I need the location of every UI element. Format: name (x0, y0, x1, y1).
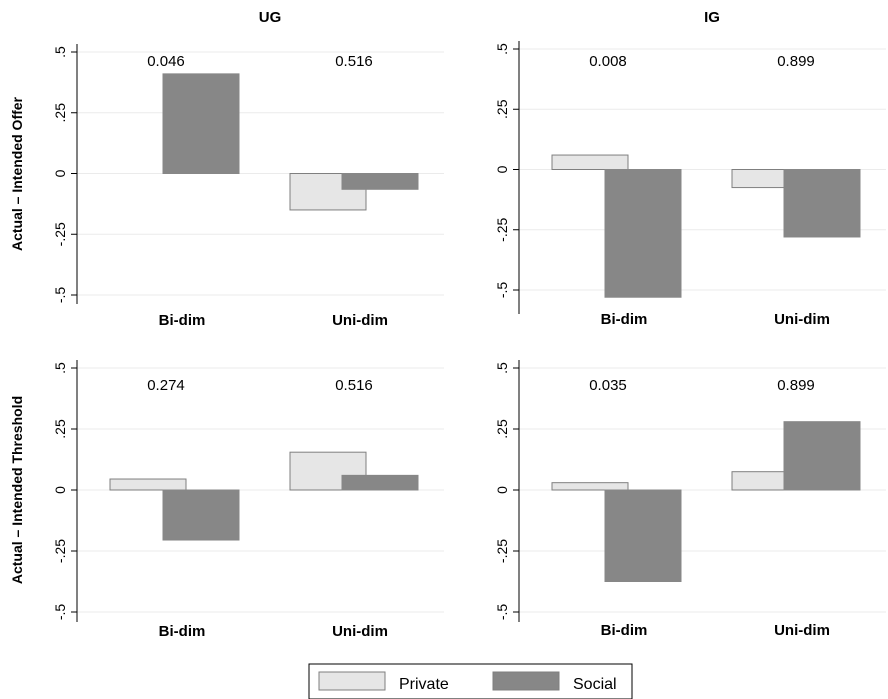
y-tick-label: .5 (52, 46, 68, 58)
y-tick-label: .25 (494, 419, 510, 439)
category-label: Uni-dim (332, 623, 388, 640)
p-value-label: 0.274 (147, 377, 185, 394)
row-label-offer: Actual – Intended Offer (9, 96, 25, 251)
p-value-label: 0.899 (777, 53, 815, 70)
y-tick-label: .25 (52, 419, 68, 439)
category-label: Bi-dim (601, 622, 648, 639)
y-tick-label: -.5 (494, 604, 510, 621)
bar-social (162, 73, 240, 174)
y-tick-label: .5 (494, 362, 510, 374)
category-label: Bi-dim (159, 312, 206, 329)
bar-private (551, 154, 629, 170)
p-value-label: 0.035 (589, 377, 627, 394)
p-value-label: 0.516 (335, 377, 373, 394)
y-tick-label: -.25 (494, 539, 510, 563)
bar-social (162, 489, 240, 541)
y-tick-label: -.25 (494, 217, 510, 241)
y-tick-label: 0 (52, 486, 68, 494)
bar-social (604, 169, 682, 298)
bar-social (604, 489, 682, 582)
legend-label-private: Private (399, 676, 449, 693)
bar-private (551, 482, 629, 491)
y-tick-label: .25 (494, 99, 510, 119)
y-tick-label: 0 (52, 169, 68, 177)
y-tick-label: .5 (494, 43, 510, 55)
bar-social (783, 421, 861, 491)
y-tick-label: 0 (494, 165, 510, 173)
y-tick-label: 0 (494, 486, 510, 494)
y-tick-label: -.5 (52, 287, 68, 304)
category-label: Uni-dim (774, 311, 830, 328)
y-tick-label: -.25 (52, 222, 68, 246)
panel-3: -.5 -.25 0 .25 .5 Bi-dim 0.035 Uni-dim 0.899 (494, 360, 886, 639)
y-tick-label: -.5 (494, 282, 510, 299)
panel-2: -.5 -.25 0 .25 .5 Bi-dim 0.274 Uni-dim 0.516 (52, 360, 444, 640)
col-title-ug: UG (259, 9, 282, 26)
y-tick-label: .25 (52, 103, 68, 123)
bar-social (341, 474, 419, 491)
legend-swatch-social (492, 671, 560, 691)
y-tick-label: .5 (52, 362, 68, 374)
bar-private (109, 478, 187, 491)
row-label-threshold: Actual – Intended Threshold (9, 396, 25, 584)
category-label: Bi-dim (159, 623, 206, 640)
p-value-label: 0.046 (147, 53, 185, 70)
category-label: Bi-dim (601, 311, 648, 328)
p-value-label: 0.899 (777, 377, 815, 394)
panel-1: -.5 -.25 0 .25 .5 Bi-dim 0.008 Uni-dim 0.899 (494, 41, 886, 328)
p-value-label: 0.008 (589, 53, 627, 70)
category-label: Uni-dim (332, 312, 388, 329)
legend: Private Social (308, 663, 633, 699)
legend-label-social: Social (573, 676, 617, 693)
category-label: Uni-dim (774, 622, 830, 639)
col-title-ig: IG (704, 9, 720, 26)
p-value-label: 0.516 (335, 53, 373, 70)
bar-social (341, 173, 419, 190)
y-tick-label: -.5 (52, 604, 68, 621)
legend-swatch-private (318, 671, 386, 691)
panel-0: -.5 -.25 0 .25 .5 Bi-dim 0.046 Uni-dim 0.516 (52, 44, 444, 329)
bar-social (783, 169, 861, 238)
y-tick-label: -.25 (52, 539, 68, 563)
panels: -.5-.250.25.5Bi-dim0.046Uni-dim0.516-.5-… (52, 41, 886, 640)
